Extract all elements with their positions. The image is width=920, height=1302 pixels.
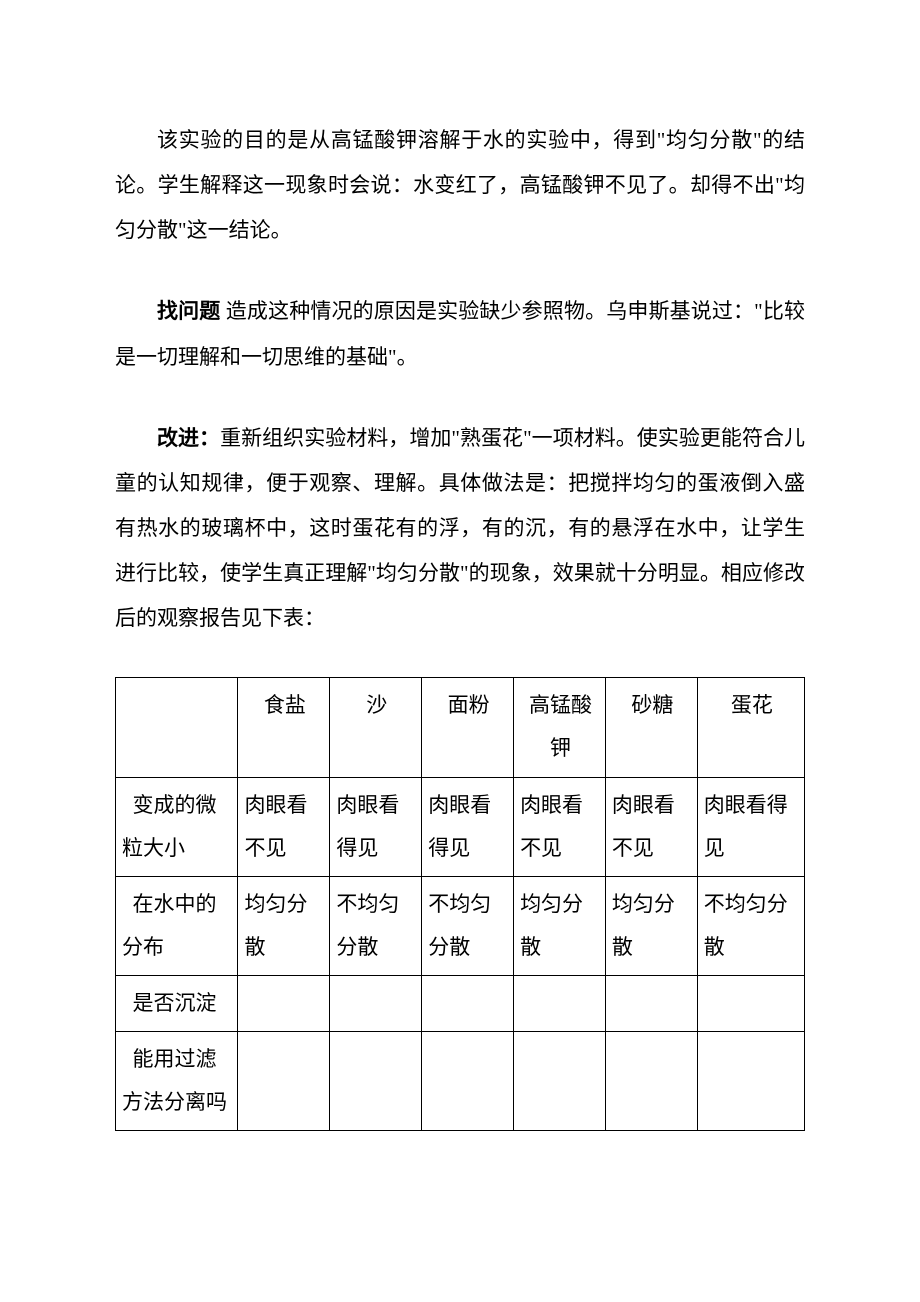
table-header-cell: 面粉 <box>422 678 514 777</box>
table-cell: 不均匀分散 <box>330 876 422 975</box>
problem-label: 找问题 <box>157 299 220 323</box>
table-header-cell: 砂糖 <box>605 678 697 777</box>
table-cell <box>697 975 804 1031</box>
table-header-cell: 食盐 <box>238 678 330 777</box>
table-body: 食盐沙面粉高锰酸钾砂糖蛋花变成的微粒大小肉眼看不见肉眼看得见肉眼看得见肉眼看不见… <box>116 678 805 1130</box>
improvement-label: 改进： <box>157 426 220 450</box>
table-header-empty <box>116 678 238 777</box>
table-cell <box>238 975 330 1031</box>
table-cell: 均匀分散 <box>238 876 330 975</box>
table-cell <box>514 1031 606 1130</box>
table-cell: 肉眼看不见 <box>238 777 330 876</box>
table-header-cell: 蛋花 <box>697 678 804 777</box>
table-cell <box>330 975 422 1031</box>
table-cell: 肉眼看得见 <box>697 777 804 876</box>
table-cell <box>514 975 606 1031</box>
table-cell <box>238 1031 330 1130</box>
observation-table: 食盐沙面粉高锰酸钾砂糖蛋花变成的微粒大小肉眼看不见肉眼看得见肉眼看得见肉眼看不见… <box>115 677 805 1130</box>
paragraph-problem: 找问题 造成这种情况的原因是实验缺少参照物。乌申斯基说过："比较是一切理解和一切… <box>115 289 805 379</box>
table-cell <box>605 1031 697 1130</box>
table-row: 在水中的分布均匀分散不均匀分散不均匀分散均匀分散均匀分散不均匀分散 <box>116 876 805 975</box>
row-label-cell: 变成的微粒大小 <box>116 777 238 876</box>
table-cell: 不均匀分散 <box>422 876 514 975</box>
table-cell: 均匀分散 <box>605 876 697 975</box>
document-page: 该实验的目的是从高锰酸钾溶解于水的实验中，得到"均匀分散"的结论。学生解释这一现… <box>0 0 920 1302</box>
table-cell: 肉眼看不见 <box>605 777 697 876</box>
paragraph-intro: 该实验的目的是从高锰酸钾溶解于水的实验中，得到"均匀分散"的结论。学生解释这一现… <box>115 118 805 253</box>
paragraph-intro-text: 该实验的目的是从高锰酸钾溶解于水的实验中，得到"均匀分散"的结论。学生解释这一现… <box>115 128 805 242</box>
table-cell: 肉眼看得见 <box>422 777 514 876</box>
table-cell: 均匀分散 <box>514 876 606 975</box>
table-row: 是否沉淀 <box>116 975 805 1031</box>
table-cell <box>697 1031 804 1130</box>
table-cell <box>422 1031 514 1130</box>
paragraph-improvement: 改进：重新组织实验材料，增加"熟蛋花"一项材料。使实验更能符合儿童的认知规律，便… <box>115 416 805 642</box>
table-row: 变成的微粒大小肉眼看不见肉眼看得见肉眼看得见肉眼看不见肉眼看不见肉眼看得见 <box>116 777 805 876</box>
table-cell <box>605 975 697 1031</box>
row-label-cell: 在水中的分布 <box>116 876 238 975</box>
improvement-body: 重新组织实验材料，增加"熟蛋花"一项材料。使实验更能符合儿童的认知规律，便于观察… <box>115 426 805 631</box>
table-row: 能用过滤方法分离吗 <box>116 1031 805 1130</box>
table-header-cell: 高锰酸钾 <box>514 678 606 777</box>
table-cell <box>330 1031 422 1130</box>
row-label-cell: 能用过滤方法分离吗 <box>116 1031 238 1130</box>
table-cell: 肉眼看不见 <box>514 777 606 876</box>
table-header-cell: 沙 <box>330 678 422 777</box>
table-cell <box>422 975 514 1031</box>
table-header-row: 食盐沙面粉高锰酸钾砂糖蛋花 <box>116 678 805 777</box>
table-cell: 肉眼看得见 <box>330 777 422 876</box>
table-cell: 不均匀分散 <box>697 876 804 975</box>
row-label-cell: 是否沉淀 <box>116 975 238 1031</box>
